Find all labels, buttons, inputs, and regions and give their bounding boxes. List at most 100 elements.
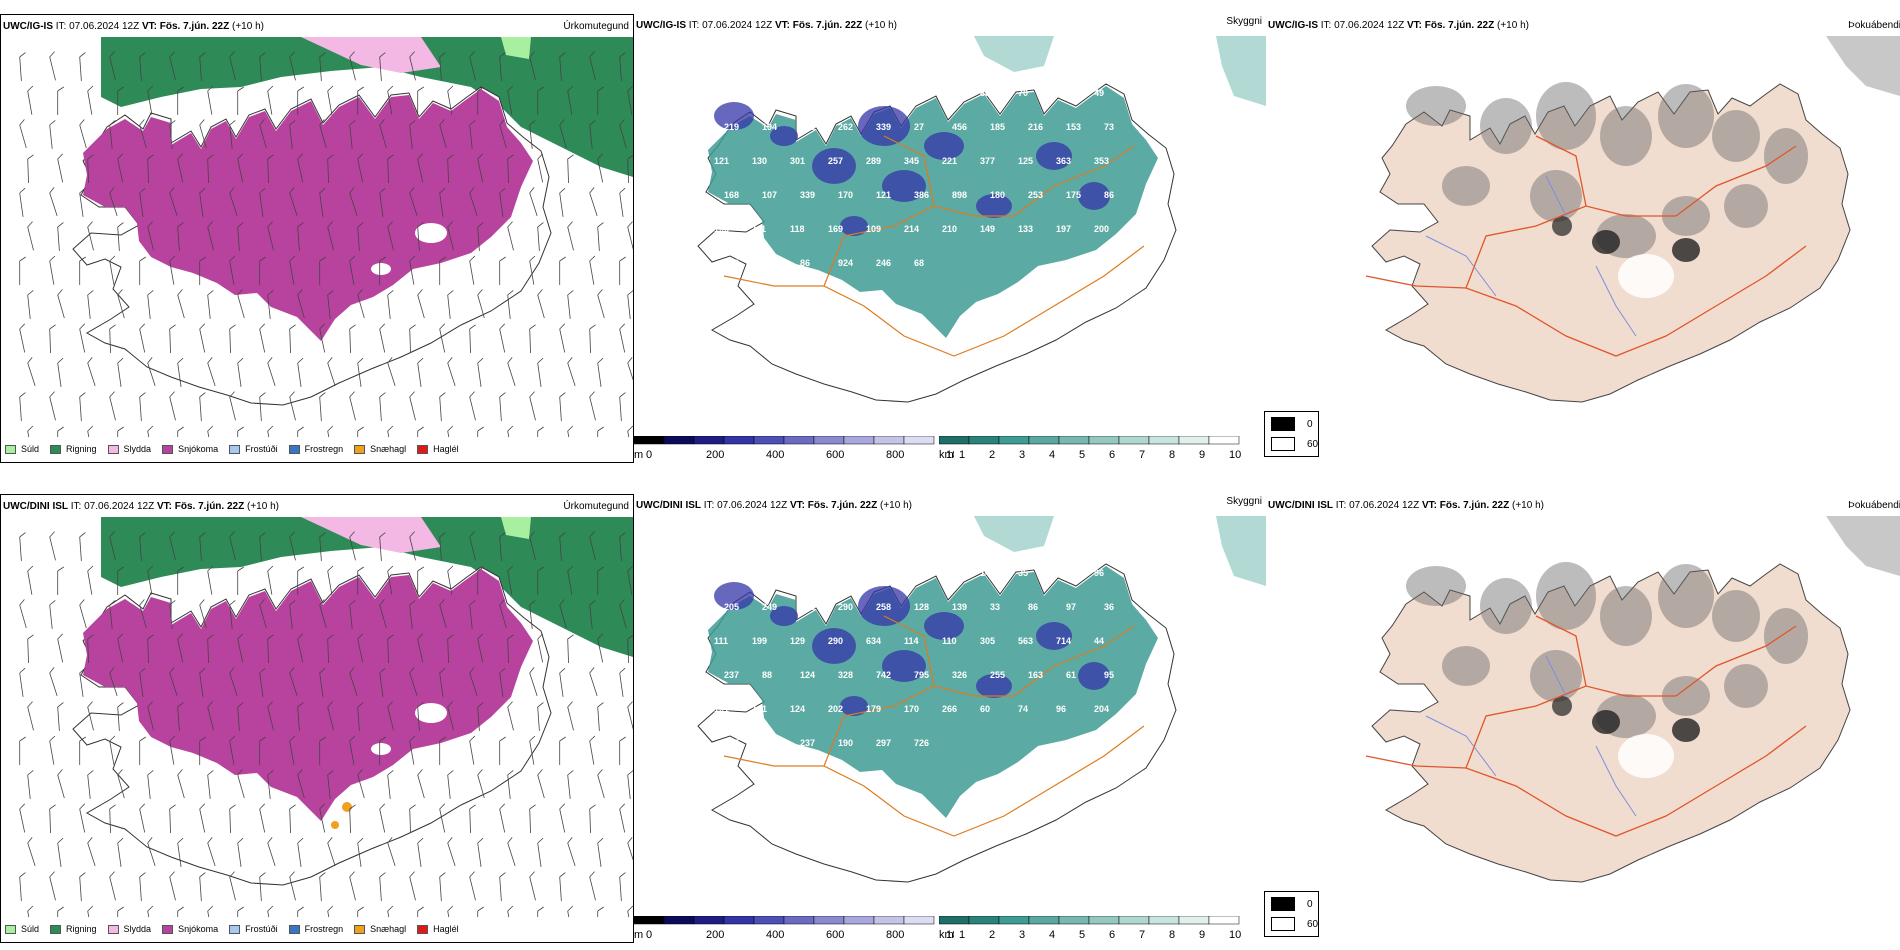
wind-barb [417, 289, 425, 319]
cloud-base-label: 114 [904, 636, 919, 646]
wind-barb [559, 323, 566, 353]
low-cloud-base-patch [770, 126, 798, 146]
wind-barb [627, 565, 633, 595]
precip-legend-label: Snjókoma [178, 444, 219, 454]
cloud-base-label: 714 [1056, 636, 1071, 646]
cloud-base-label: 175 [1066, 190, 1081, 200]
wind-barb [19, 872, 26, 901]
cloud-base-label: 180 [990, 190, 1005, 200]
cloud-base-label: 100 [790, 568, 805, 578]
wind-barb [319, 532, 326, 561]
wind-barb [319, 323, 326, 353]
wind-barb [229, 735, 236, 765]
precip-legend-label: Snæhagl [370, 444, 407, 454]
wind-barb [409, 531, 416, 561]
wind-barb [87, 85, 94, 115]
wind-barb [499, 119, 507, 149]
wind-barb [19, 119, 27, 149]
fog-legend-white-swatch [1271, 917, 1295, 931]
precip-legend-swatch [417, 444, 429, 454]
wind-barb [177, 837, 184, 867]
wind-barb [169, 51, 176, 81]
snow-gap [371, 263, 391, 275]
wind-barb [259, 599, 267, 629]
visibility-scale-tick: 2 [989, 929, 995, 941]
wind-barb [567, 221, 574, 251]
wind-barb [529, 667, 538, 696]
cloud-base-label: 237 [724, 670, 739, 680]
wind-barb [57, 426, 64, 437]
offshore-low-vis [974, 516, 1054, 552]
wind-barb [237, 289, 245, 319]
graupel-spot [342, 802, 352, 812]
wind-barb [169, 871, 176, 901]
cloud-base-label: 140 [980, 568, 995, 578]
wind-barb [387, 425, 394, 437]
wind-barb [409, 804, 416, 833]
cloud-base-label: 61 [1066, 670, 1076, 680]
wind-barb [537, 906, 544, 917]
wind-barb [259, 667, 266, 697]
wind-barb [57, 906, 64, 917]
cloudbase-scale-bin [843, 436, 875, 445]
cloudbase-scale-bin [753, 436, 785, 445]
wind-barb [559, 532, 566, 561]
cloud-base-label: 33 [990, 602, 1000, 612]
wind-barb [559, 736, 566, 765]
wind-barb [627, 837, 633, 866]
cloud-base-label: 221 [942, 156, 957, 166]
wind-barb [139, 256, 146, 285]
visibility-scale-tick: 5 [1079, 929, 1085, 941]
wind-barb [379, 187, 386, 217]
wind-barb [267, 290, 274, 319]
wind-barb [139, 323, 146, 353]
wind-barb [79, 599, 87, 629]
wind-barb [507, 905, 514, 917]
precip-legend-swatch [354, 444, 366, 454]
offshore-fog-shading [1826, 516, 1900, 576]
wind-barb [267, 85, 274, 115]
wind-barb [409, 324, 416, 353]
wind-barb [27, 701, 34, 731]
wind-barb [469, 804, 476, 833]
wind-barb [57, 566, 64, 595]
cloud-base-label: 170 [838, 190, 853, 200]
wind-barb [87, 770, 94, 799]
wind-barb [597, 566, 604, 595]
wind-barb [387, 565, 394, 595]
cloud-base-label: 149 [980, 224, 995, 234]
cloud-base-label: 179 [866, 704, 881, 714]
wind-barb [327, 701, 334, 731]
wind-barb [19, 667, 26, 697]
wind-barb [439, 872, 446, 901]
wind-barb [589, 255, 596, 285]
cloud-base-label: 406 [828, 568, 843, 578]
precip-legend-label: Slydda [123, 924, 152, 934]
precip-legend-item: Frostregn [288, 924, 343, 934]
cloud-base-label: 305 [980, 636, 995, 646]
wind-barb [477, 702, 484, 731]
cloud-base-label: 49 [1094, 88, 1104, 98]
cloud-base-label: 339 [876, 122, 891, 132]
wind-barb [19, 736, 26, 765]
precip-legend-item: Rigning [50, 924, 97, 934]
visibility-scale: km 1 2 3 4 5 6 7 8 9 10 [939, 436, 1241, 461]
wind-barb [589, 187, 598, 216]
wind-barb [537, 289, 545, 319]
fog-indicator-patch [1600, 586, 1652, 646]
wind-barb [79, 323, 86, 353]
precip-legend-swatch [162, 444, 174, 454]
wind-barb [259, 532, 266, 561]
cloud-base-label: 109 [866, 224, 881, 234]
cloud-base-label: 253 [1028, 190, 1043, 200]
wind-barb [177, 702, 184, 731]
wind-barb [229, 531, 236, 561]
wind-barb [327, 85, 334, 115]
wind-barb [619, 872, 626, 901]
wind-barb [49, 51, 56, 81]
wind-barb [327, 221, 334, 251]
wind-barb [447, 357, 456, 386]
cloudbase-scale-bin [813, 436, 845, 445]
wind-barb [387, 290, 394, 319]
low-cloud-base-patch [770, 606, 798, 626]
